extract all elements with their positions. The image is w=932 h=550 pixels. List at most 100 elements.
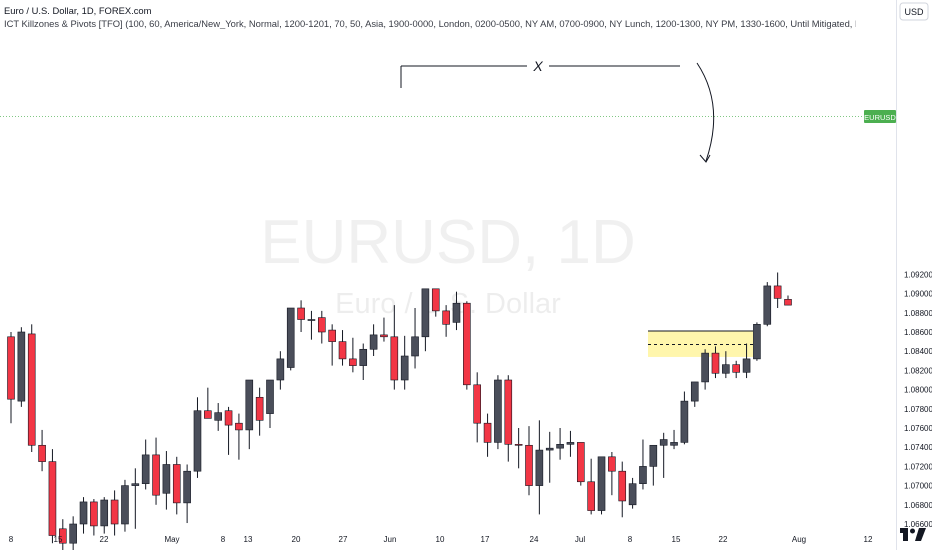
- candle-body: [17, 331, 26, 402]
- candle: [659, 432, 668, 478]
- candle: [732, 360, 741, 379]
- time-tick-label: 8: [9, 535, 14, 544]
- candle: [349, 337, 357, 373]
- candles: [7, 272, 792, 550]
- candle: [535, 420, 544, 515]
- candle: [317, 310, 326, 344]
- candle-body: [400, 355, 409, 381]
- candle-body: [763, 285, 772, 325]
- candle-body: [338, 341, 347, 360]
- candle-body: [576, 442, 585, 483]
- price-tick-label: 1.07600: [904, 424, 932, 433]
- candle-body: [753, 324, 761, 360]
- candle-body: [525, 444, 533, 486]
- candle: [286, 307, 295, 371]
- candle: [431, 288, 440, 317]
- tradingview-logo-icon[interactable]: [900, 528, 926, 541]
- candle: [17, 327, 26, 407]
- candle-body: [597, 456, 606, 511]
- candle-body: [7, 336, 15, 400]
- candle-body: [390, 336, 399, 381]
- candle: [193, 397, 202, 478]
- candle: [204, 387, 212, 419]
- annotation-range: X: [400, 58, 680, 88]
- candle: [162, 451, 171, 510]
- candle: [48, 449, 57, 544]
- candle-body: [214, 412, 222, 421]
- candle: [639, 439, 647, 490]
- annotation-label: X: [532, 58, 543, 74]
- candle: [266, 379, 274, 428]
- candle-body: [452, 302, 461, 323]
- candle-body: [473, 384, 482, 424]
- candle: [711, 346, 720, 379]
- candle: [131, 468, 140, 529]
- time-tick-label: Jun: [384, 535, 397, 544]
- candle-body: [48, 461, 57, 536]
- time-tick-label: 15: [54, 535, 63, 544]
- price-tick-label: 1.07200: [904, 462, 932, 471]
- candle: [7, 332, 15, 424]
- candle-body: [110, 499, 119, 525]
- candle-body: [628, 483, 637, 506]
- candle-body: [680, 400, 689, 443]
- candle: [214, 403, 222, 431]
- chart-title: Euro / U.S. Dollar, 1D, FOREX.com: [4, 5, 152, 16]
- price-tick-label: 1.07400: [904, 443, 932, 452]
- candle-body: [587, 481, 595, 511]
- mitigation-zone: [648, 330, 753, 357]
- candle-body: [545, 447, 554, 451]
- candle-body: [359, 348, 368, 366]
- candle-body: [431, 288, 440, 312]
- candle: [701, 349, 709, 390]
- candle-body: [566, 442, 575, 445]
- candle-body: [193, 410, 202, 472]
- price-tick-label: 1.08600: [904, 328, 932, 337]
- candle-body: [639, 466, 647, 484]
- candle-body: [58, 528, 67, 544]
- candle-body: [784, 299, 792, 306]
- candle: [79, 497, 88, 534]
- candle-body: [266, 379, 274, 414]
- time-tick-label: 17: [481, 535, 490, 544]
- candle-body: [245, 379, 254, 431]
- candle: [514, 428, 523, 469]
- candle: [504, 375, 513, 462]
- time-axis[interactable]: 8 15 22 May 8 13 20 27 Jun 10 17 24 Jul 8 15 22 Aug 12: [9, 535, 873, 544]
- candle: [235, 413, 243, 460]
- currency-button[interactable]: USD: [899, 2, 929, 21]
- candle: [100, 497, 109, 534]
- candle-body: [152, 454, 160, 496]
- price-axis[interactable]: 1.06600 1.06800 1.07000 1.07200 1.07400 1.076…: [904, 270, 932, 529]
- price-tick-label: 1.06800: [904, 501, 932, 510]
- candle: [245, 379, 254, 450]
- candle-body: [722, 364, 730, 374]
- candle-body: [504, 379, 513, 445]
- price-tag-label: EURUSD: [864, 113, 896, 122]
- candle: [411, 308, 419, 369]
- candle-body: [535, 449, 544, 486]
- candle-body: [79, 501, 88, 525]
- price-tick-label: 1.09000: [904, 290, 932, 299]
- time-tick-label: 22: [719, 535, 728, 544]
- candle-body: [421, 288, 430, 338]
- time-tick-label: 27: [339, 535, 348, 544]
- price-tick-label: 1.08200: [904, 366, 932, 375]
- candle-body: [255, 396, 264, 421]
- time-tick-label: May: [164, 535, 179, 544]
- candle: [773, 272, 782, 308]
- candle-body: [514, 444, 523, 446]
- candle: [338, 330, 347, 366]
- candle-body: [773, 285, 782, 299]
- price-tag: EURUSD: [864, 110, 896, 123]
- candle-body: [297, 307, 305, 320]
- candle-body: [742, 358, 751, 373]
- candle: [369, 324, 378, 356]
- candle: [722, 351, 730, 379]
- candle: [556, 428, 564, 460]
- candle: [753, 322, 761, 361]
- indicator-legend[interactable]: ICT Killzones & Pivots [TFO] (100, 60, A…: [4, 18, 856, 29]
- price-tick-label: 1.08000: [904, 386, 932, 395]
- candle-body: [317, 317, 326, 333]
